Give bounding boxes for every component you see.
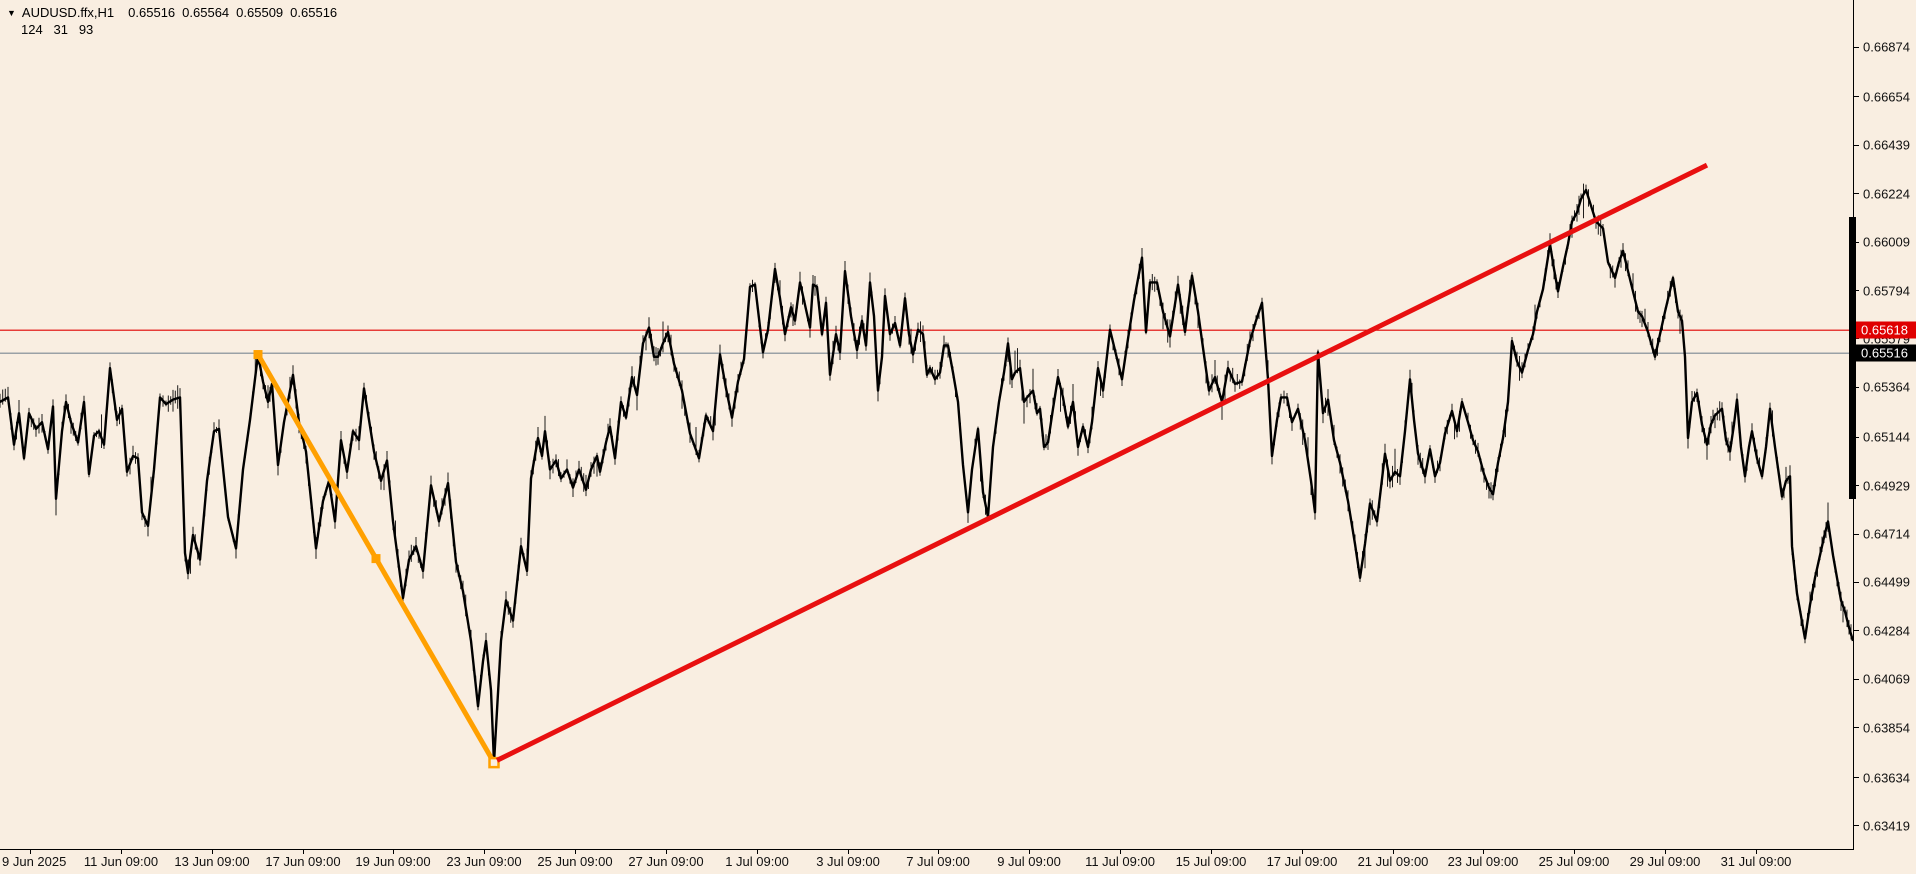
symbol-timeframe: AUDUSD.ffx,H1	[21, 5, 115, 20]
bid-price-line-price-tag: 0.65516	[1856, 344, 1916, 362]
price-tick-label: 0.63419	[1863, 818, 1910, 834]
trendline-handle-start[interactable]	[253, 350, 263, 360]
time-tick-mark	[757, 850, 758, 854]
ohlc-open: 0.65516	[128, 5, 176, 20]
chart-plot-area[interactable]	[0, 0, 1854, 850]
time-tick-label: 15 Jul 09:00	[1175, 854, 1247, 869]
price-tick-label: 0.66439	[1863, 137, 1910, 153]
price-tick-label: 0.66224	[1863, 186, 1910, 202]
price-tick-mark	[1854, 96, 1859, 97]
time-tick-mark	[575, 850, 576, 854]
time-tick-mark	[848, 850, 849, 854]
time-tick-label: 9 Jul 09:00	[997, 854, 1061, 869]
time-tick-label: 9 Jun 2025	[2, 854, 67, 869]
time-tick-label: 27 Jun 09:00	[628, 854, 704, 869]
time-tick-mark	[1393, 850, 1394, 854]
time-tick-label: 17 Jun 09:00	[265, 854, 341, 869]
price-tick-mark	[1854, 193, 1859, 194]
time-tick-label: 13 Jun 09:00	[174, 854, 250, 869]
price-tick-label: 0.66654	[1863, 89, 1910, 105]
axis-range-bar	[1849, 217, 1856, 499]
price-tick-label: 0.63634	[1863, 770, 1910, 786]
trendline-handle-mid[interactable]	[371, 554, 381, 564]
price-tick-mark	[1854, 437, 1859, 438]
symbol-ohlc-line: ▼ AUDUSD.ffx,H1 0.65516 0.65564 0.65509 0.655…	[7, 5, 344, 20]
price-tick-mark	[1854, 727, 1859, 728]
price-tick-mark	[1854, 145, 1859, 146]
time-tick-mark	[1302, 850, 1303, 854]
time-tick-mark	[212, 850, 213, 854]
price-tick-mark	[1854, 777, 1859, 778]
time-tick-mark	[1120, 850, 1121, 854]
red-horizontal-line-price-tag: 0.65618	[1856, 321, 1916, 339]
price-tick-label: 0.65144	[1863, 429, 1910, 445]
time-tick-mark	[1483, 850, 1484, 854]
price-tick-label: 0.64284	[1863, 623, 1910, 639]
price-path	[0, 188, 1853, 764]
price-tick-label: 0.65794	[1863, 283, 1910, 299]
time-tick-label: 21 Jul 09:00	[1357, 854, 1429, 869]
time-tick-mark	[1756, 850, 1757, 854]
symbol-dropdown-icon: ▼	[7, 8, 16, 18]
uptrend-line[interactable]	[495, 162, 1709, 763]
time-tick-label: 11 Jun 09:00	[83, 854, 159, 869]
price-tick-mark	[1854, 242, 1859, 243]
price-tick-label: 0.63854	[1863, 720, 1910, 736]
price-tick-mark	[1854, 290, 1859, 291]
time-tick-label: 23 Jul 09:00	[1447, 854, 1519, 869]
price-tick-label: 0.64499	[1863, 574, 1910, 590]
time-tick-mark	[303, 850, 304, 854]
time-tick-mark	[666, 850, 667, 854]
price-tick-label: 0.64714	[1863, 526, 1910, 542]
price-tick-mark	[1854, 630, 1859, 631]
time-tick-label: 19 Jun 09:00	[355, 854, 431, 869]
price-tick-label: 0.64069	[1863, 671, 1910, 687]
price-tick-mark	[1854, 825, 1859, 826]
trendline-handle-end[interactable]	[488, 756, 500, 769]
price-tick-mark	[1854, 485, 1859, 486]
price-tick-label: 0.66874	[1863, 39, 1910, 55]
time-tick-label: 25 Jun 09:00	[537, 854, 613, 869]
time-tick-label: 25 Jul 09:00	[1538, 854, 1610, 869]
price-tick-label: 0.65364	[1863, 379, 1910, 395]
time-tick-mark	[1665, 850, 1666, 854]
ohlc-high: 0.65564	[182, 5, 230, 20]
time-tick-label: 1 Jul 09:00	[725, 854, 789, 869]
chart-canvas[interactable]	[0, 0, 1853, 849]
price-tick-label: 0.66009	[1863, 234, 1910, 250]
time-tick-mark	[1029, 850, 1030, 854]
time-tick-label: 3 Jul 09:00	[816, 854, 880, 869]
price-tick-mark	[1854, 582, 1859, 583]
price-tick-label: 0.64929	[1863, 478, 1910, 494]
price-axis[interactable]: 0.66874 0.66654 0.66439 0.66224 0.66009 0.657…	[1854, 0, 1916, 849]
bars-counters: 124 31 93	[21, 22, 94, 37]
chart-title-block: ▼ AUDUSD.ffx,H1 0.65516 0.65564 0.65509 0.655…	[7, 5, 344, 37]
time-tick-mark	[1574, 850, 1575, 854]
bar-whiskers	[0, 183, 1852, 767]
time-tick-mark	[484, 850, 485, 854]
price-tick-mark	[1854, 338, 1859, 339]
price-tick-mark	[1854, 534, 1859, 535]
time-axis[interactable]: 9 Jun 2025 11 Jun 09:00 13 Jun 09:00 17 Jun…	[0, 850, 1916, 874]
time-tick-label: 31 Jul 09:00	[1720, 854, 1792, 869]
time-tick-label: 23 Jun 09:00	[446, 854, 522, 869]
ohlc-close: 0.65516	[290, 5, 338, 20]
time-tick-label: 17 Jul 09:00	[1266, 854, 1338, 869]
time-tick-mark	[938, 850, 939, 854]
price-tick-mark	[1854, 47, 1859, 48]
ohlc-low: 0.65509	[236, 5, 284, 20]
time-tick-label: 29 Jul 09:00	[1629, 854, 1701, 869]
time-tick-mark	[1211, 850, 1212, 854]
time-tick-mark	[121, 850, 122, 854]
time-tick-label: 7 Jul 09:00	[906, 854, 970, 869]
price-tick-mark	[1854, 679, 1859, 680]
time-tick-label: 11 Jul 09:00	[1085, 854, 1155, 869]
time-tick-mark	[393, 850, 394, 854]
price-tick-mark	[1854, 387, 1859, 388]
time-tick-mark	[30, 850, 31, 854]
